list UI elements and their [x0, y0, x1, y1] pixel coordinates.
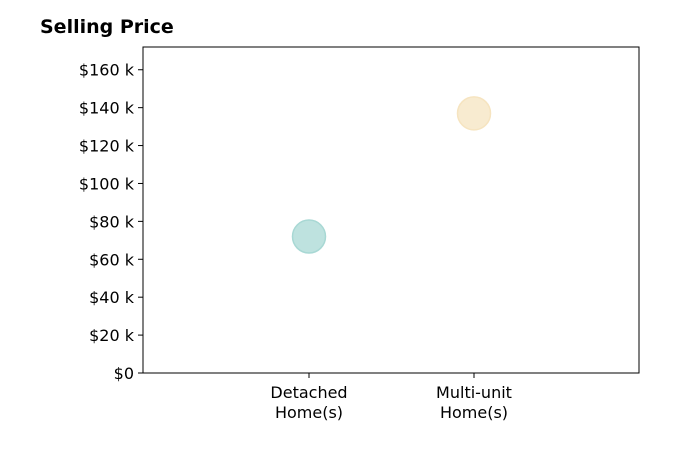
- y-tick-label: $100 k: [79, 174, 135, 193]
- y-tick-label: $20 k: [89, 326, 135, 345]
- y-tick-label: $120 k: [79, 137, 135, 156]
- y-tick-label: $0: [114, 364, 134, 383]
- chart-title: Selling Price: [40, 16, 174, 38]
- y-tick-label: $80 k: [89, 212, 135, 231]
- y-tick-label: $60 k: [89, 250, 135, 269]
- plot-frame: [142, 46, 640, 374]
- data-points: [291, 96, 492, 254]
- data-point: [291, 219, 327, 254]
- x-axis: Detached Home(s) Multi-unit Home(s): [270, 373, 512, 422]
- x-tick-label: Detached Home(s): [270, 383, 347, 422]
- x-tick-label: Multi-unit Home(s): [436, 383, 512, 422]
- data-point: [456, 96, 492, 131]
- y-tick-label: $140 k: [79, 99, 135, 118]
- y-tick-label: $160 k: [79, 61, 135, 80]
- y-axis: $0 $20 k $40 k $60 k $80 k $100 k $120 k $140 k…: [79, 61, 143, 383]
- y-tick-label: $40 k: [89, 288, 135, 307]
